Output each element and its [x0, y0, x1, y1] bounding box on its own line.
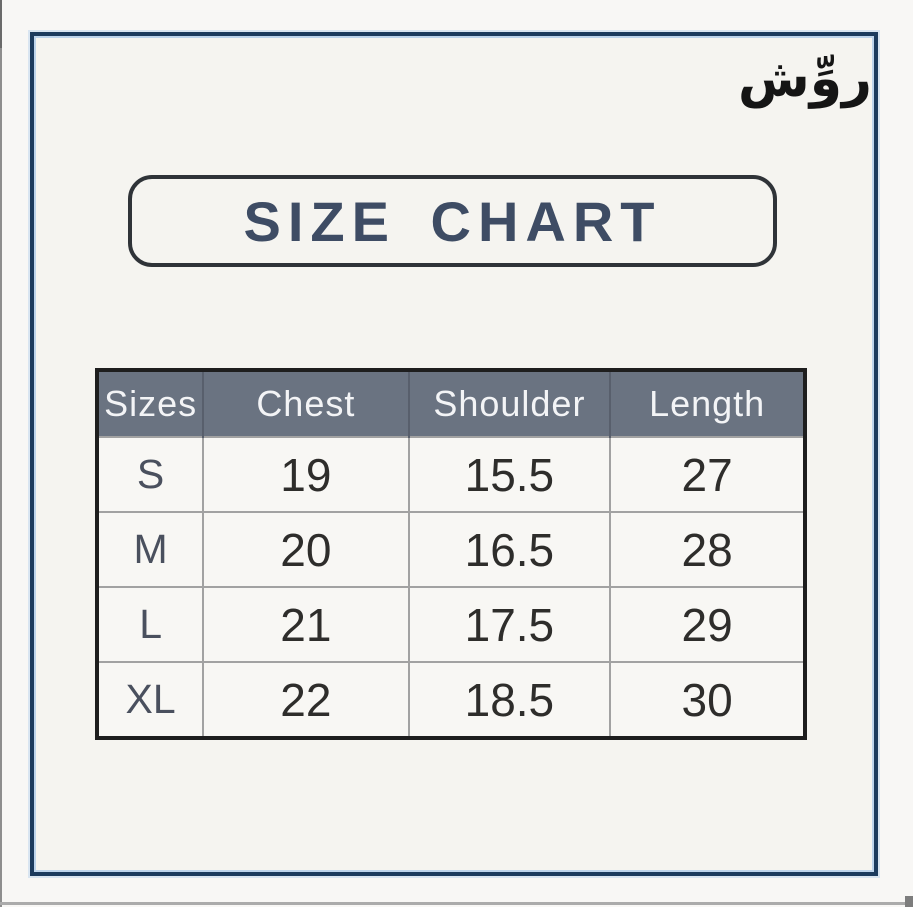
column-header-sizes: Sizes — [97, 370, 204, 437]
table-row-m: M 20 16.5 28 — [97, 511, 805, 587]
brand-logo: روِّش — [737, 49, 872, 109]
size-cell: XL — [97, 661, 204, 738]
length-cell: 29 — [609, 586, 805, 662]
length-cell: 30 — [609, 661, 805, 738]
size-cell: S — [97, 436, 204, 512]
left-edge-artifact-dark — [0, 0, 2, 48]
column-header-chest: Chest — [202, 370, 409, 437]
left-edge-artifact — [0, 0, 2, 907]
table-row-s: S 19 15.5 27 — [97, 436, 805, 512]
bottom-edge-artifact — [0, 902, 913, 905]
chest-cell: 19 — [202, 436, 409, 512]
column-header-shoulder: Shoulder — [407, 370, 611, 437]
shoulder-cell: 16.5 — [407, 511, 611, 587]
shoulder-cell: 15.5 — [407, 436, 611, 512]
size-chart-title: SIZE CHART — [243, 189, 662, 253]
shoulder-cell: 17.5 — [407, 586, 611, 662]
chest-cell: 21 — [202, 586, 409, 662]
length-cell: 27 — [609, 436, 805, 512]
table-row-l: L 21 17.5 29 — [97, 586, 805, 662]
table-header-row: Sizes Chest Shoulder Length — [97, 370, 805, 437]
chest-cell: 22 — [202, 661, 409, 738]
shoulder-cell: 18.5 — [407, 661, 611, 738]
size-cell: L — [97, 586, 204, 662]
size-table: Sizes Chest Shoulder Length S 19 15.5 27… — [95, 368, 807, 740]
column-header-length: Length — [609, 370, 805, 437]
table-row-xl: XL 22 18.5 30 — [97, 661, 805, 738]
size-chart-title-box: SIZE CHART — [128, 175, 777, 267]
corner-notch-artifact — [905, 896, 913, 907]
size-cell: M — [97, 511, 204, 587]
length-cell: 28 — [609, 511, 805, 587]
chest-cell: 20 — [202, 511, 409, 587]
